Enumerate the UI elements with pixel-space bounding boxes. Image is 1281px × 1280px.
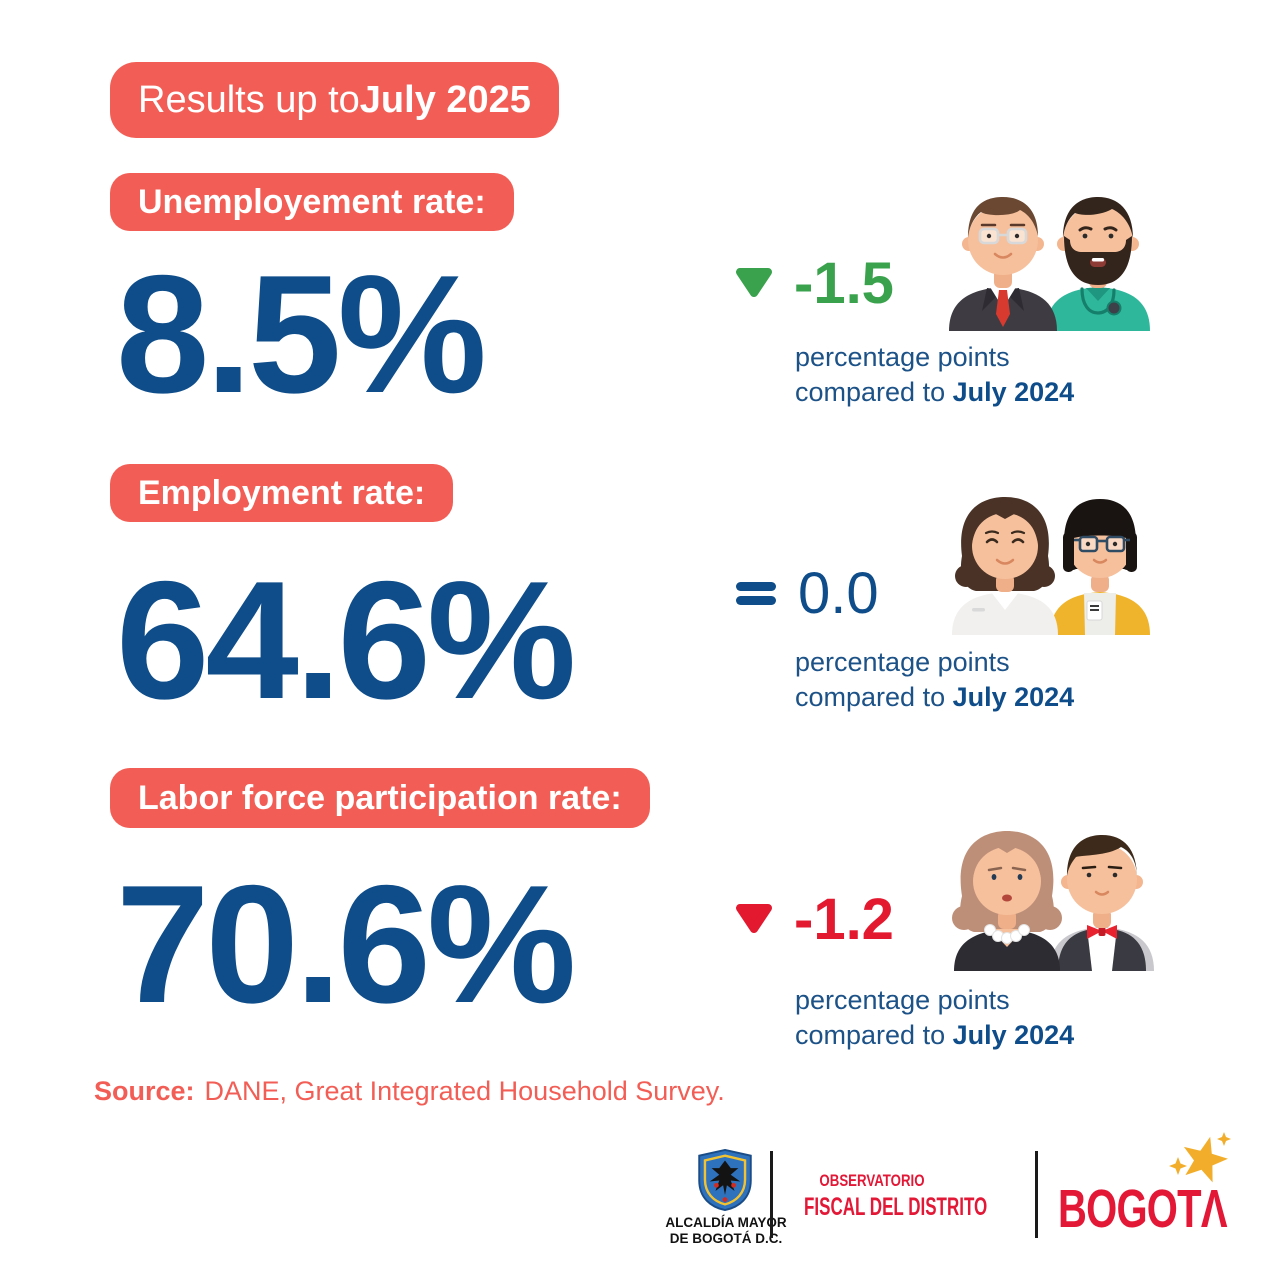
footer-divider	[770, 1151, 773, 1238]
bogota-wordmark: BOGOTΛ	[1058, 1178, 1227, 1240]
pearl-necklace-woman-avatar	[952, 831, 1062, 971]
alcaldia-line1: ALCALDÍA MAYOR	[665, 1215, 787, 1230]
waiter-man-avatar	[1050, 835, 1154, 971]
two-women-office-workers-illustration	[952, 497, 1150, 635]
unemployment-label-pill: Unemployement rate:	[110, 173, 514, 231]
participation-label: Labor force participation rate:	[138, 778, 622, 817]
equals-icon	[736, 582, 776, 605]
caption-period: July 2024	[952, 1020, 1075, 1050]
unemployment-label: Unemployement rate:	[138, 182, 486, 221]
employment-change-value: 0.0	[798, 560, 879, 626]
alcaldia-crest-logo	[698, 1149, 752, 1212]
source-text: DANE, Great Integrated Household Survey.	[204, 1076, 725, 1106]
observatorio-logo: OBSERVATORIO FISCAL DEL DISTRITO	[772, 1171, 988, 1222]
alcaldia-line2: DE BOGOTÁ D.C.	[669, 1231, 783, 1246]
source-label: Source:	[94, 1076, 195, 1106]
bogota-caret: Λ	[1200, 1179, 1228, 1239]
decrease-triangle-icon	[736, 268, 772, 297]
caption-period: July 2024	[952, 682, 1075, 712]
office-woman-avatar	[1050, 499, 1150, 635]
businessman-avatar	[949, 197, 1057, 331]
employment-value: 64.6%	[116, 546, 576, 734]
participation-change-value: -1.2	[794, 886, 894, 952]
header-period: July 2025	[359, 78, 531, 121]
brunette-woman-avatar	[952, 497, 1058, 635]
caption-line1: percentage points	[795, 985, 1010, 1015]
alcaldia-caption: ALCALDÍA MAYOR DE BOGOTÁ D.C.	[656, 1215, 796, 1247]
observatorio-line2: FISCAL DEL DISTRITO	[804, 1193, 988, 1221]
caption-line1: percentage points	[795, 647, 1010, 677]
unemployment-value: 8.5%	[116, 240, 487, 428]
businessman-and-doctor-illustration	[949, 197, 1150, 331]
participation-label-pill: Labor force participation rate:	[110, 768, 650, 828]
footer-divider	[1035, 1151, 1038, 1238]
employment-label-pill: Employment rate:	[110, 464, 454, 522]
caption-line2-prefix: compared to	[795, 1020, 953, 1050]
employment-caption: percentage points compared to July 2024	[795, 645, 1074, 715]
source-line: Source: DANE, Great Integrated Household …	[94, 1076, 725, 1107]
header-pill: Results up to July 2025	[110, 62, 559, 138]
observatorio-line1: OBSERVATORIO	[819, 1171, 925, 1190]
bogota-text: BOGOT	[1058, 1179, 1202, 1239]
header-prefix: Results up to	[138, 78, 360, 121]
caption-line2-prefix: compared to	[795, 682, 953, 712]
employment-change-row: 0.0	[734, 560, 879, 626]
participation-value: 70.6%	[116, 850, 576, 1038]
caption-line2-prefix: compared to	[795, 377, 953, 407]
woman-and-waiter-illustration	[952, 831, 1154, 971]
unemployment-change-row: -1.5	[734, 250, 894, 316]
unemployment-change-value: -1.5	[794, 250, 894, 316]
caption-period: July 2024	[952, 377, 1075, 407]
decrease-triangle-icon	[736, 904, 772, 933]
doctor-avatar	[1046, 197, 1150, 331]
unemployment-caption: percentage points compared to July 2024	[795, 340, 1074, 410]
caption-line1: percentage points	[795, 342, 1010, 372]
participation-change-row: -1.2	[734, 886, 894, 952]
employment-label: Employment rate:	[138, 473, 426, 512]
bogota-stars-icon	[1169, 1132, 1231, 1183]
participation-caption: percentage points compared to July 2024	[795, 983, 1074, 1053]
